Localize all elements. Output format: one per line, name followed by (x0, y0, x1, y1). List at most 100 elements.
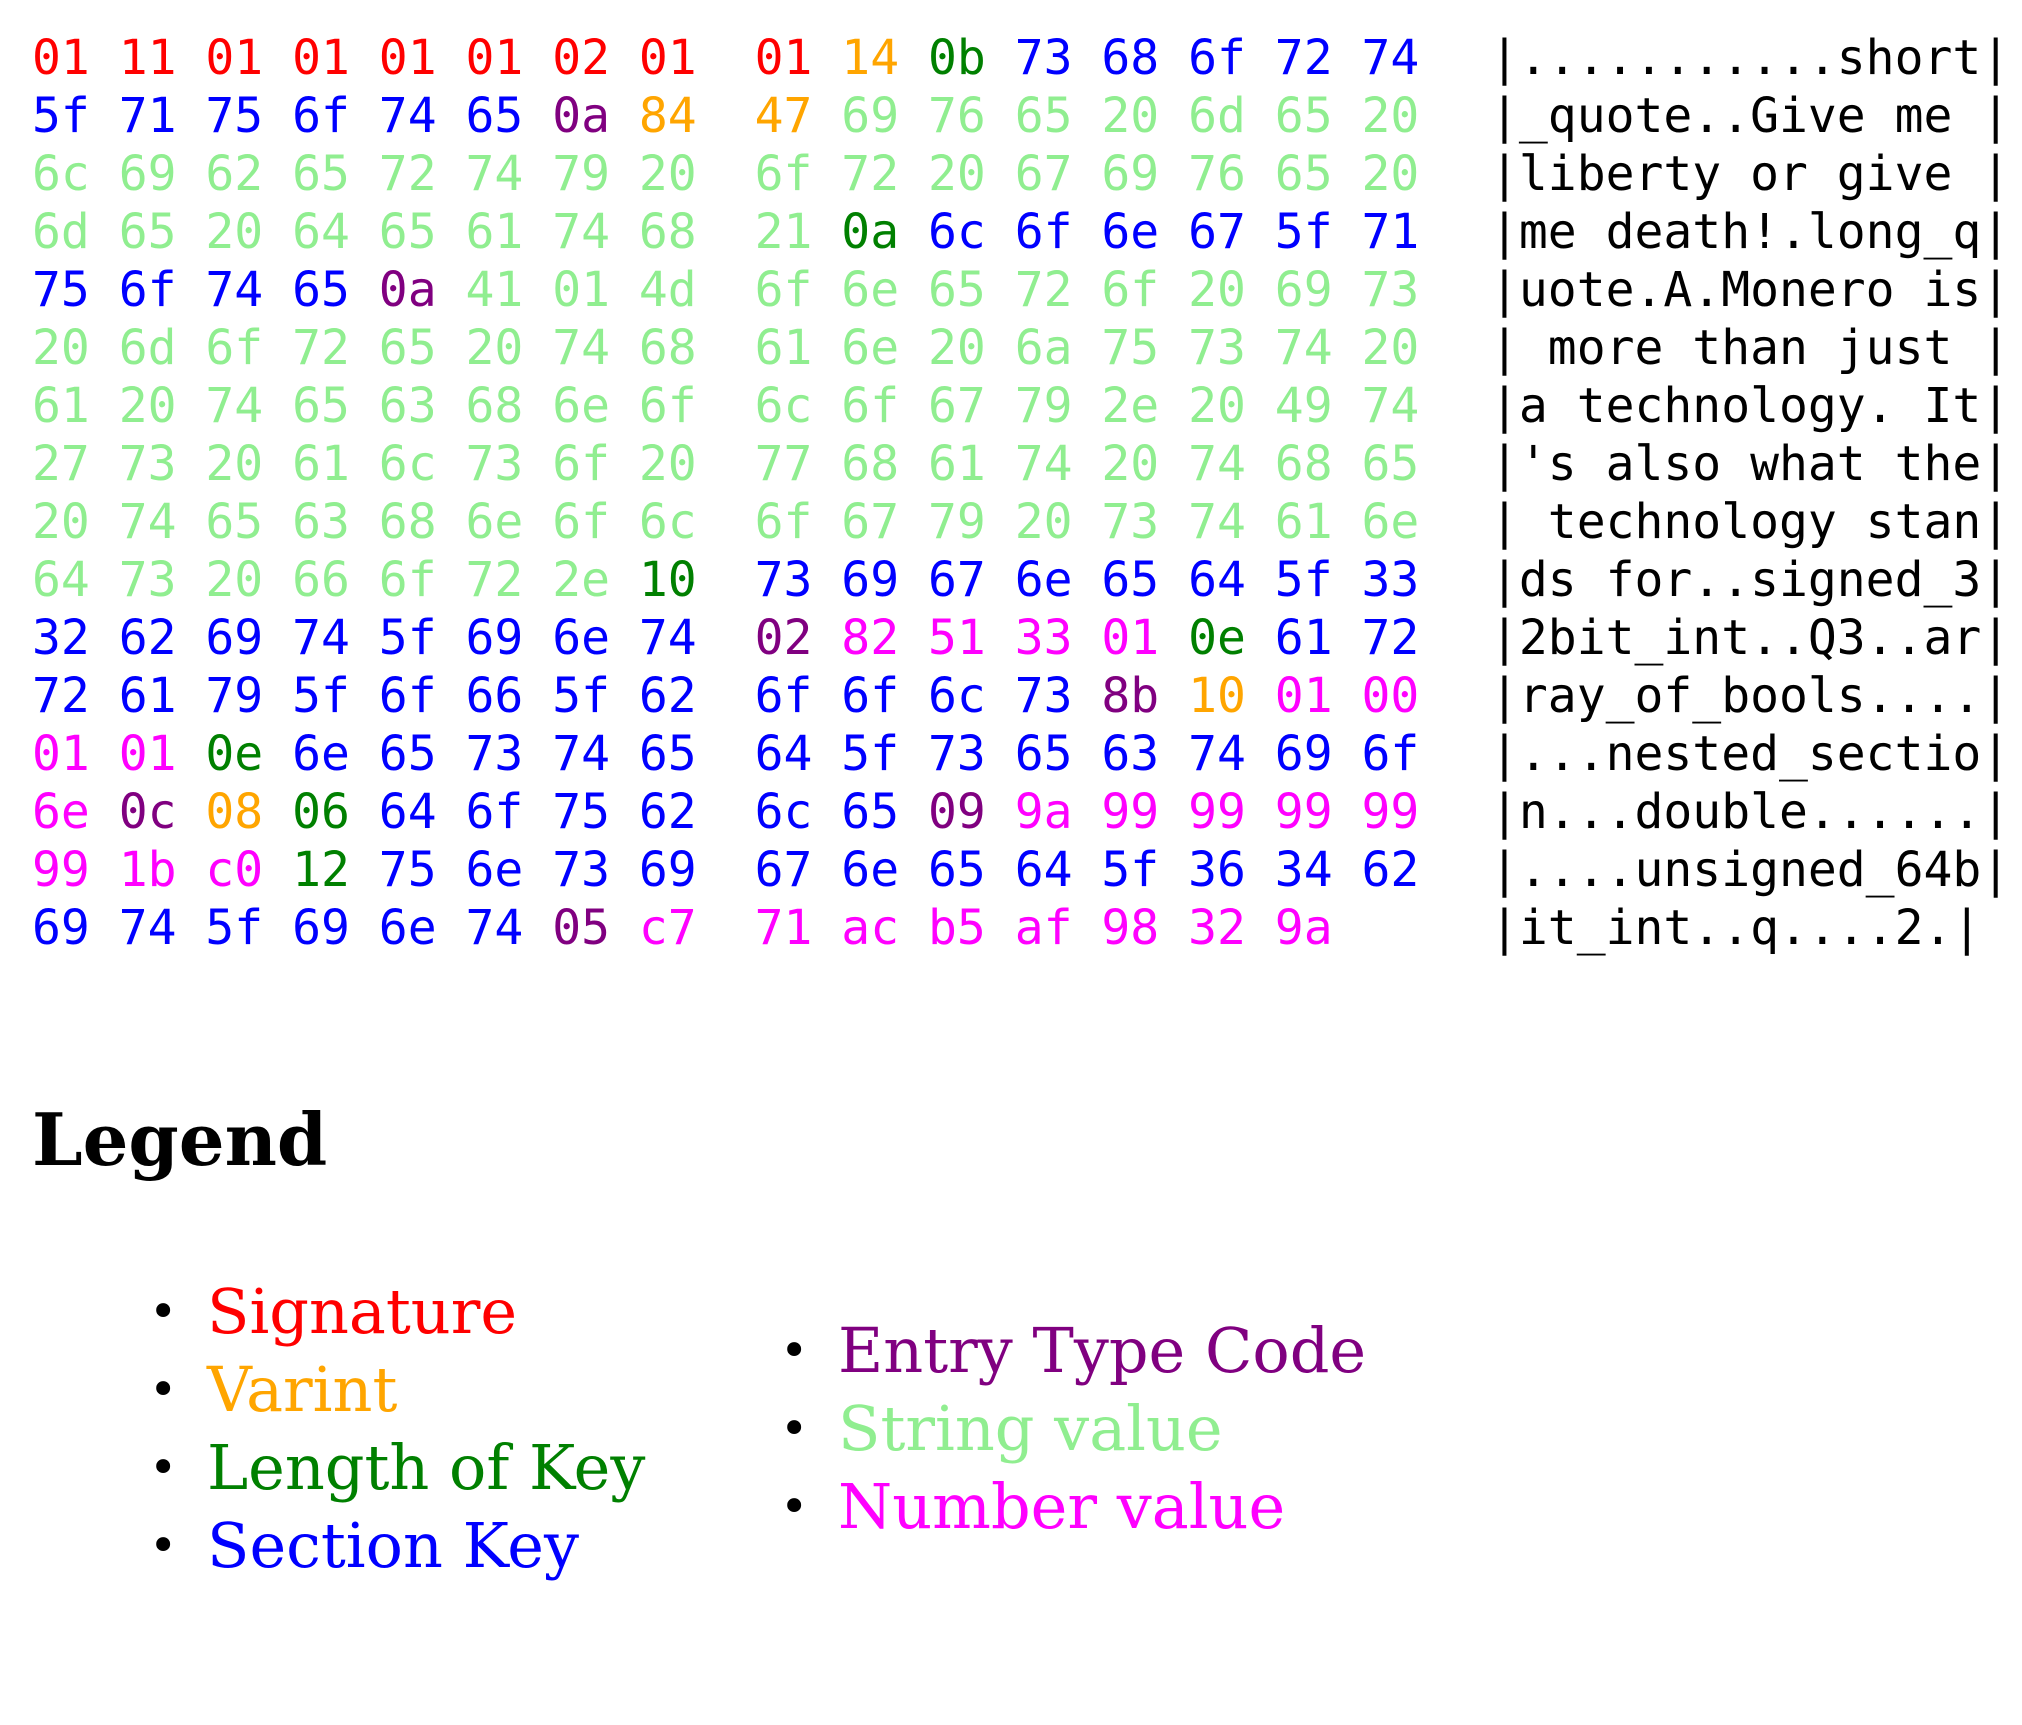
hex-byte: 65 (465, 88, 524, 144)
hex-byte: 99 (32, 842, 90, 898)
ascii-column: | technology stan| (1490, 494, 2011, 550)
hex-byte: 65 (378, 726, 437, 782)
hex-byte: 6f (754, 668, 813, 724)
hex-byte: 06 (292, 784, 350, 840)
legend-label: Signature (207, 1275, 518, 1348)
hex-byte: 69 (465, 610, 524, 666)
hex-byte: 6f (552, 436, 610, 492)
hex-byte: 74 (465, 146, 524, 202)
hex-byte: 61 (928, 436, 986, 492)
hex-byte: 01 (32, 30, 90, 86)
hex-byte: 77 (754, 436, 813, 492)
hex-byte: 73 (118, 552, 177, 608)
hex-byte: 68 (378, 494, 437, 550)
hex-byte: 33 (1361, 552, 1420, 608)
hex-byte: 20 (1101, 88, 1160, 144)
hex-byte: 98 (1101, 900, 1160, 956)
ascii-column: | more than just | (1490, 320, 2011, 376)
hex-byte: 73 (465, 726, 524, 782)
hex-byte: 63 (292, 494, 350, 550)
hex-byte: 9a (1274, 900, 1333, 956)
hex-byte: 74 (638, 610, 697, 666)
hex-byte: 6f (1014, 204, 1073, 260)
hex-byte: 73 (928, 726, 986, 782)
hex-byte: 79 (552, 146, 610, 202)
hex-byte: 6f (1361, 726, 1420, 782)
hex-byte: 20 (118, 378, 177, 434)
hex-byte: 6c (32, 146, 90, 202)
hex-byte: 33 (1014, 610, 1073, 666)
hex-byte: 64 (292, 204, 350, 260)
hex-byte: 84 (638, 88, 697, 144)
hex-row: 61 20 74 65 63 68 6e 6f 6c 6f 67 79 2e 20 49 74 |a techn… (0, 377, 2022, 435)
hex-byte: 6e (841, 262, 900, 318)
hex-byte: 02 (754, 610, 813, 666)
hex-byte: 69 (292, 900, 350, 956)
hex-byte: 32 (32, 610, 90, 666)
hex-byte: 64 (378, 784, 437, 840)
hex-byte: 20 (465, 320, 524, 376)
hex-byte: 65 (205, 494, 264, 550)
legend-title: Legend (32, 1097, 328, 1182)
hex-byte: 74 (205, 262, 264, 318)
hex-byte: 74 (1188, 494, 1246, 550)
hex-byte: 73 (1014, 668, 1073, 724)
hex-byte: 79 (928, 494, 986, 550)
hex-byte: 79 (1014, 378, 1073, 434)
hex-byte: 20 (638, 146, 697, 202)
ascii-column: |it_int..q....2.| (1490, 900, 1982, 956)
ascii-column: |....unsigned_64b| (1490, 842, 2011, 898)
hex-byte: 20 (1014, 494, 1073, 550)
legend-label: Entry Type Code (838, 1314, 1367, 1387)
hex-byte: 65 (378, 204, 437, 260)
hex-byte: 6f (465, 784, 524, 840)
hex-byte: 01 (1101, 610, 1160, 666)
hex-byte: 75 (1101, 320, 1160, 376)
hex-byte: 64 (32, 552, 90, 608)
hex-byte: 67 (841, 494, 900, 550)
hex-byte: 8b (1101, 668, 1160, 724)
legend-label: Length of Key (207, 1431, 646, 1504)
hex-byte: 6e (552, 610, 610, 666)
hex-byte: 74 (1361, 378, 1420, 434)
hex-byte: 71 (1361, 204, 1420, 260)
hex-row: 6d 65 20 64 65 61 74 68 21 0a 6c 6f 6e 67 5f 71 |me deat… (0, 203, 2022, 261)
hex-row: 64 73 20 66 6f 72 2e 10 73 69 67 6e 65 64 5f 33 |ds for.… (0, 551, 2022, 609)
hex-byte: 20 (928, 320, 986, 376)
hex-byte: 75 (552, 784, 610, 840)
hex-byte: 72 (292, 320, 350, 376)
hex-byte: 5f (205, 900, 264, 956)
ascii-column: |2bit_int..Q3..ar| (1490, 610, 2011, 666)
hex-byte: 64 (1014, 842, 1073, 898)
hex-byte: 74 (378, 88, 437, 144)
hex-byte: 66 (292, 552, 350, 608)
hex-byte: 62 (638, 784, 697, 840)
hex-byte: 20 (928, 146, 986, 202)
hex-byte: 20 (205, 204, 264, 260)
hex-byte: 01 (754, 30, 813, 86)
ascii-column: |n...double......| (1490, 784, 2011, 840)
hex-byte: 0c (118, 784, 177, 840)
hex-byte: 20 (32, 494, 90, 550)
hex-byte: 20 (638, 436, 697, 492)
hex-row: 6c 69 62 65 72 74 79 20 6f 72 20 67 69 76 65 20 |liberty… (0, 145, 2022, 203)
hex-byte: 74 (552, 204, 610, 260)
hex-byte: 62 (1361, 842, 1420, 898)
ascii-column: |ds for..signed_3| (1490, 552, 2011, 608)
hex-byte: 72 (378, 146, 437, 202)
hex-byte: b5 (928, 900, 986, 956)
hex-byte: 74 (1188, 726, 1246, 782)
hex-byte: 01 (378, 30, 437, 86)
hex-byte: 73 (754, 552, 813, 608)
hex-byte: 20 (1361, 88, 1420, 144)
hex-byte: 01 (1274, 668, 1333, 724)
hex-byte: 0a (552, 88, 610, 144)
ascii-column: |a technology. It| (1490, 378, 2011, 434)
hex-byte: 69 (1101, 146, 1160, 202)
hex-byte: 65 (928, 262, 986, 318)
hex-byte: 6e (465, 494, 524, 550)
hex-row: 20 6d 6f 72 65 20 74 68 61 6e 20 6a 75 73 74 20 | more t… (0, 319, 2022, 377)
hex-byte: 6f (378, 552, 437, 608)
legend-list-left: • Signature • Varint • Length of Key • Section … (149, 1273, 646, 1585)
hex-byte: 67 (754, 842, 813, 898)
